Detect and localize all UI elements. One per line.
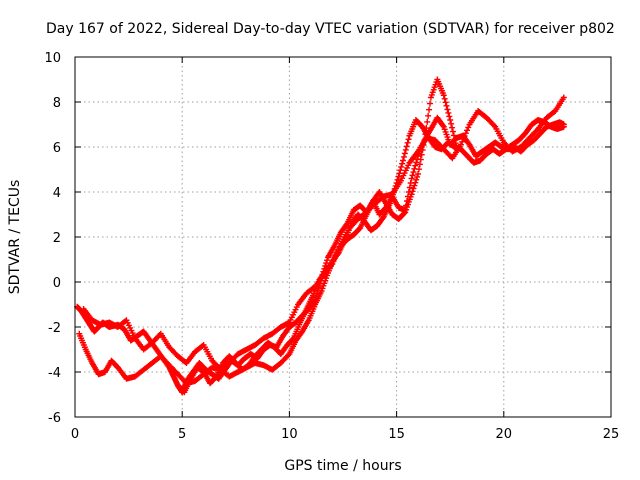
y-axis-label: SDTVAR / TECUs (7, 180, 23, 295)
data-point (408, 175, 415, 182)
data-point (400, 153, 407, 160)
y-tick-label: -4 (48, 366, 61, 381)
y-axis-ticks: -6 -4 -2 0 2 4 6 8 10 (44, 51, 611, 426)
data-point (449, 124, 456, 131)
data-point (444, 106, 451, 113)
chart-title: Day 167 of 2022, Sidereal Day-to-day VTE… (46, 21, 615, 37)
data-point (395, 173, 402, 180)
y-tick-label: -2 (48, 321, 61, 336)
data-point (418, 151, 425, 158)
x-tick-label: 20 (496, 427, 513, 442)
data-point (392, 182, 399, 189)
series-track-a (74, 114, 567, 396)
data-point (449, 128, 456, 135)
data-point (399, 160, 406, 167)
data-point (413, 159, 420, 166)
data-point (388, 197, 395, 204)
data-point (460, 135, 467, 142)
y-tick-label: 6 (53, 141, 61, 156)
data-point (389, 194, 396, 201)
data-point (416, 161, 423, 168)
data-point (397, 167, 404, 174)
data-point (426, 100, 433, 107)
data-point (401, 210, 408, 217)
data-point (393, 180, 400, 186)
data-point (462, 130, 469, 137)
data-point (443, 102, 450, 109)
y-tick-label: -6 (48, 411, 61, 426)
data-point (490, 122, 497, 129)
data-point (424, 118, 431, 125)
data-point (398, 163, 405, 170)
series-track-c (80, 94, 567, 373)
data-point (406, 184, 413, 191)
data-point (414, 173, 421, 180)
data-point (442, 99, 449, 106)
data-point (408, 191, 415, 198)
data-point (400, 157, 407, 164)
data-point (425, 112, 432, 119)
data-point (409, 172, 416, 179)
x-tick-label: 10 (281, 427, 298, 442)
data-point (410, 169, 417, 176)
y-tick-label: 2 (53, 231, 61, 246)
data-point (415, 166, 422, 173)
data-point (412, 162, 419, 169)
data-point (402, 146, 409, 153)
data-point (439, 122, 446, 129)
data-point (459, 138, 466, 145)
data-point (445, 109, 452, 116)
data-point (447, 117, 454, 123)
data-point (387, 200, 394, 207)
data-point (413, 176, 420, 183)
data-point (426, 106, 433, 113)
data-point (323, 260, 330, 267)
x-tick-label: 25 (603, 427, 620, 442)
data-point (465, 124, 472, 131)
data-point (440, 92, 447, 99)
data-point (412, 179, 419, 186)
data-point (343, 221, 350, 228)
data-point (403, 143, 410, 150)
data-point (285, 352, 292, 359)
x-tick-label: 0 (71, 427, 79, 442)
data-point (411, 182, 418, 189)
data-point (401, 150, 408, 157)
data-point (417, 156, 424, 163)
data-point (410, 185, 417, 192)
data-point (415, 171, 422, 177)
data-series (74, 76, 567, 396)
data-point (441, 95, 448, 102)
y-tick-label: 4 (53, 186, 61, 201)
x-axis-ticks: 0 5 10 15 20 25 (71, 57, 619, 442)
data-point (464, 127, 471, 134)
data-point (461, 133, 468, 140)
data-point (289, 336, 296, 343)
data-point (324, 257, 331, 264)
data-point (451, 136, 458, 143)
data-point (334, 251, 341, 258)
data-point (390, 188, 397, 195)
data-point (560, 94, 567, 101)
data-point (396, 170, 403, 177)
data-point (391, 185, 398, 192)
y-tick-label: 0 (53, 276, 61, 291)
data-point (379, 215, 386, 222)
series-track-d (174, 117, 567, 396)
x-tick-label: 15 (388, 427, 405, 442)
y-tick-label: 10 (44, 51, 61, 66)
data-point (560, 123, 567, 130)
data-point (394, 176, 401, 183)
data-point (446, 113, 453, 120)
x-tick-label: 5 (178, 427, 186, 442)
data-point (448, 120, 455, 127)
data-point (389, 191, 396, 198)
data-point (405, 136, 412, 143)
data-point (450, 132, 457, 139)
data-point (409, 188, 416, 195)
y-tick-label: 8 (53, 96, 61, 111)
data-point (404, 139, 411, 146)
x-axis-label: GPS time / hours (284, 458, 401, 474)
